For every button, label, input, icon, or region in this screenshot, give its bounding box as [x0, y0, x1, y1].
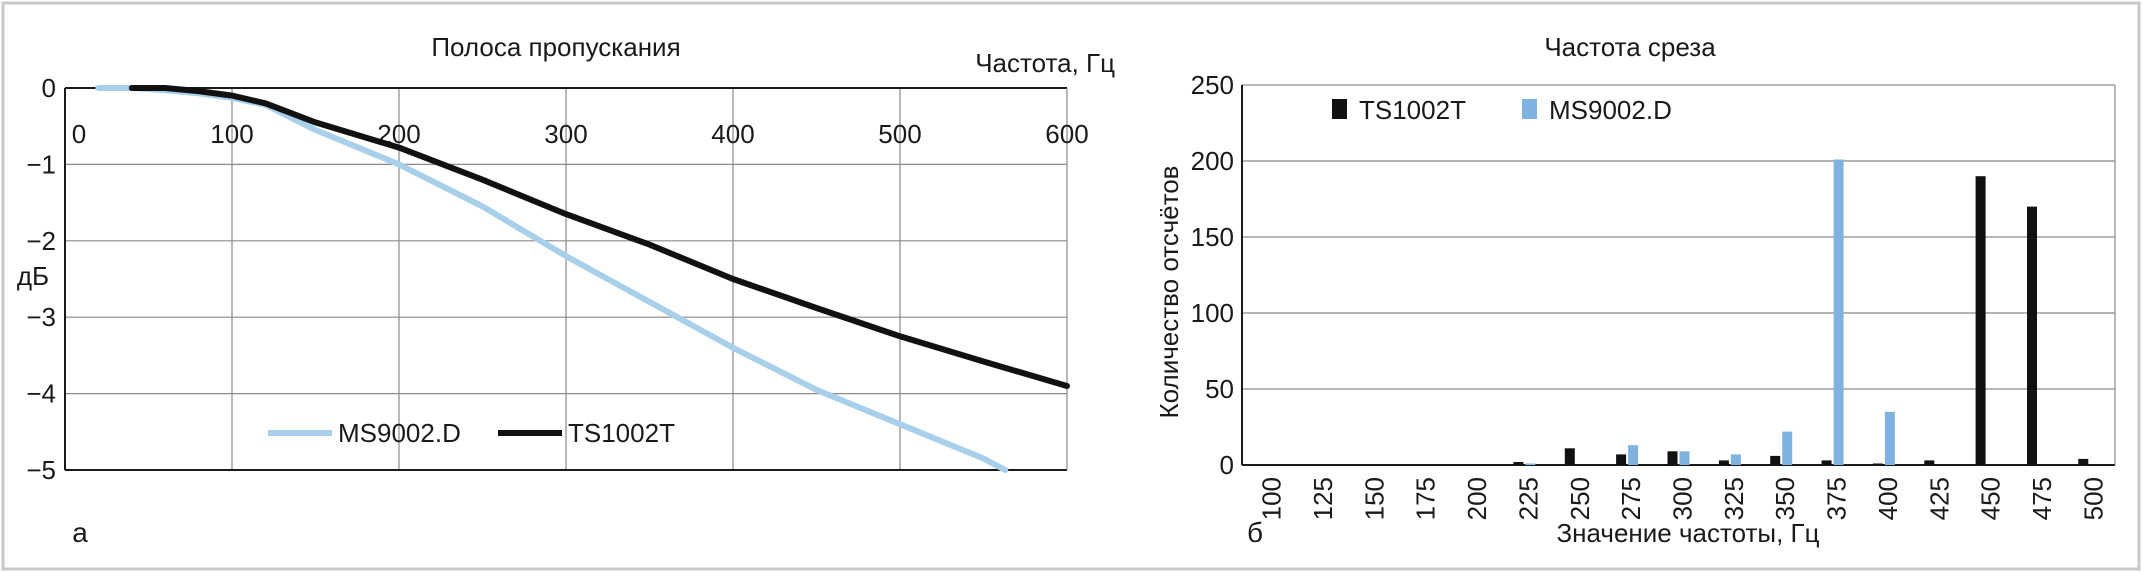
- x-tick-label: 100: [1257, 477, 1287, 520]
- x-tick-label: 600: [1045, 119, 1088, 149]
- y-tick-label: 200: [1191, 146, 1234, 176]
- bar: [2078, 458, 2089, 465]
- x-tick-label: 425: [1924, 477, 1954, 520]
- cutoff-grid: [1241, 84, 2116, 466]
- legend-label: MS9002.D: [1549, 95, 1672, 125]
- cutoff-chart: Частота среза Значение частоты, Гц Колич…: [1154, 32, 2116, 548]
- y-tick-label: 250: [1191, 70, 1234, 100]
- bar: [1525, 463, 1536, 465]
- bandwidth-series-lines: [95, 85, 1070, 473]
- x-tick-label: 275: [1616, 477, 1646, 520]
- x-tick-label: 375: [1822, 477, 1852, 520]
- y-tick-label: 0: [42, 73, 56, 103]
- bar: [1975, 176, 1986, 465]
- y-tick-label: −1: [26, 149, 56, 179]
- bar: [2027, 206, 2037, 465]
- y-tick-label: −5: [26, 455, 56, 485]
- legend-swatch: [1522, 99, 1537, 119]
- y-tick-label: −3: [26, 302, 56, 332]
- series-line: [128, 85, 1070, 389]
- legend-label: MS9002.D: [338, 418, 461, 448]
- x-tick-label: 300: [544, 119, 587, 149]
- panel-letter-b: б: [1247, 517, 1263, 548]
- bar: [1872, 463, 1883, 465]
- bar: [1667, 451, 1678, 465]
- bandwidth-y-axis-label: дБ: [17, 261, 49, 291]
- bandwidth-x-axis-label: Частота, Гц: [975, 48, 1115, 78]
- x-tick-label: 150: [1359, 477, 1389, 520]
- y-tick-label: 50: [1205, 374, 1234, 404]
- x-tick-label: 500: [2078, 477, 2108, 520]
- bandwidth-grid: [64, 87, 1068, 471]
- cutoff-y-axis-label: Количество отсчётов: [1154, 166, 1184, 419]
- bar: [1924, 460, 1935, 465]
- y-tick-label: −2: [26, 226, 56, 256]
- bandwidth-legend: MS9002.D TS1002T: [268, 418, 675, 448]
- x-tick-label: 450: [1976, 477, 2006, 520]
- bar: [1821, 460, 1832, 465]
- y-tick-label: −4: [26, 379, 56, 409]
- x-tick-label: 225: [1513, 477, 1543, 520]
- x-tick-label: 325: [1719, 477, 1749, 520]
- y-tick-label: 0: [1220, 450, 1234, 480]
- x-tick-label: 300: [1668, 477, 1698, 520]
- x-tick-label: 400: [1873, 477, 1903, 520]
- x-tick-label: 0: [72, 119, 86, 149]
- cutoff-legend: TS1002T MS9002.D: [1332, 95, 1672, 125]
- x-tick-label: 175: [1411, 477, 1441, 520]
- legend-swatch: [1332, 99, 1347, 119]
- x-tick-label: 100: [210, 119, 253, 149]
- cutoff-bars: [1513, 159, 2089, 465]
- legend-label: TS1002T: [1359, 95, 1466, 125]
- bar: [1564, 448, 1575, 465]
- cutoff-chart-title: Частота среза: [1544, 32, 1716, 62]
- cutoff-tick-labels: 0 50 100 150 200 250 100 125 150 175 200 225 250 275 3…: [1191, 70, 2109, 520]
- bandwidth-chart-title: Полоса пропускания: [431, 32, 680, 62]
- legend-label: TS1002T: [568, 418, 675, 448]
- x-tick-label: 125: [1308, 477, 1338, 520]
- bar: [1833, 159, 1844, 465]
- x-tick-label: 500: [878, 119, 921, 149]
- x-tick-label: 400: [711, 119, 754, 149]
- bar: [1884, 411, 1895, 465]
- bar: [1616, 454, 1627, 465]
- x-tick-label: 250: [1565, 477, 1595, 520]
- panel-letter-a: а: [72, 517, 88, 548]
- bar: [1782, 431, 1793, 465]
- y-tick-label: 150: [1191, 222, 1234, 252]
- y-tick-label: 100: [1191, 298, 1234, 328]
- x-tick-label: 475: [2027, 477, 2057, 520]
- cutoff-x-axis-label: Значение частоты, Гц: [1556, 518, 1819, 548]
- bar: [1513, 462, 1524, 465]
- bar: [1770, 455, 1781, 465]
- bar: [1628, 445, 1639, 465]
- bar: [1730, 454, 1741, 465]
- x-tick-label: 200: [1462, 477, 1492, 520]
- bar: [1718, 460, 1729, 465]
- bandwidth-chart: Полоса пропускания Частота, Гц дБ 0 100 20…: [17, 32, 1115, 548]
- bar: [1679, 451, 1690, 465]
- x-tick-label: 350: [1770, 477, 1800, 520]
